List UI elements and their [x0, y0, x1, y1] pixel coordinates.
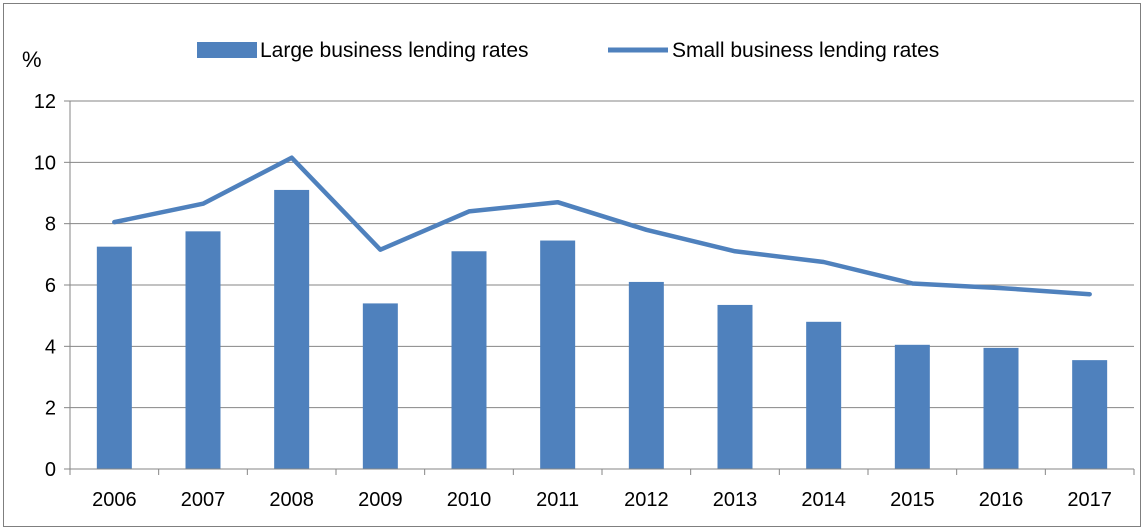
bar [806, 321, 842, 469]
x-tick-label: 2011 [536, 489, 579, 511]
bar-series [96, 189, 1108, 469]
y-tick-label: 12 [34, 91, 56, 113]
bar [894, 344, 930, 469]
bar [96, 246, 132, 469]
x-tick-label: 2009 [358, 489, 403, 511]
x-tick-label: 2012 [624, 489, 669, 511]
bar [185, 231, 221, 469]
y-tick-label: 6 [45, 275, 56, 297]
legend-bar-label: Large business lending rates [260, 39, 529, 62]
x-tick-label: 2013 [713, 489, 758, 511]
legend-bar-swatch [197, 42, 257, 58]
x-tick-label: 2014 [801, 489, 846, 511]
x-tick-label: 2017 [1067, 489, 1112, 511]
x-tick-label: 2015 [890, 489, 935, 511]
line-series [112, 155, 1092, 297]
bar [362, 303, 398, 469]
legend: Large business lending rates Small busin… [197, 39, 939, 62]
y-tick-label: 0 [45, 459, 56, 481]
chart-frame: 0 2 4 6 8 10 12 2006 2007 2008 2009 2010 2011 2012 20… [3, 3, 1141, 527]
bar [274, 189, 310, 469]
y-tick-labels: 0 2 4 6 8 10 12 [34, 91, 56, 481]
x-tick-label: 2006 [92, 489, 137, 511]
bar [451, 251, 487, 469]
bar [1072, 360, 1108, 469]
x-tick-label: 2008 [269, 489, 314, 511]
bar [983, 347, 1019, 469]
bar [717, 304, 753, 469]
x-tick-label: 2007 [181, 489, 226, 511]
y-tick-label: 4 [45, 336, 56, 358]
x-tick-labels: 2006 2007 2008 2009 2010 2011 2012 2013 2014 2015… [92, 489, 1112, 511]
y-tick-label: 8 [45, 214, 56, 236]
small-business-line [112, 155, 1092, 297]
bar [540, 240, 576, 469]
y-tick-label: 10 [34, 152, 56, 174]
y-tick-label: 2 [45, 398, 56, 420]
x-tick-label: 2010 [447, 489, 492, 511]
y-unit-label: % [22, 47, 42, 72]
bar [628, 281, 664, 469]
legend-line-label: Small business lending rates [672, 39, 939, 62]
x-tick-label: 2016 [979, 489, 1024, 511]
gridlines [70, 100, 1134, 409]
axes [64, 100, 1135, 475]
